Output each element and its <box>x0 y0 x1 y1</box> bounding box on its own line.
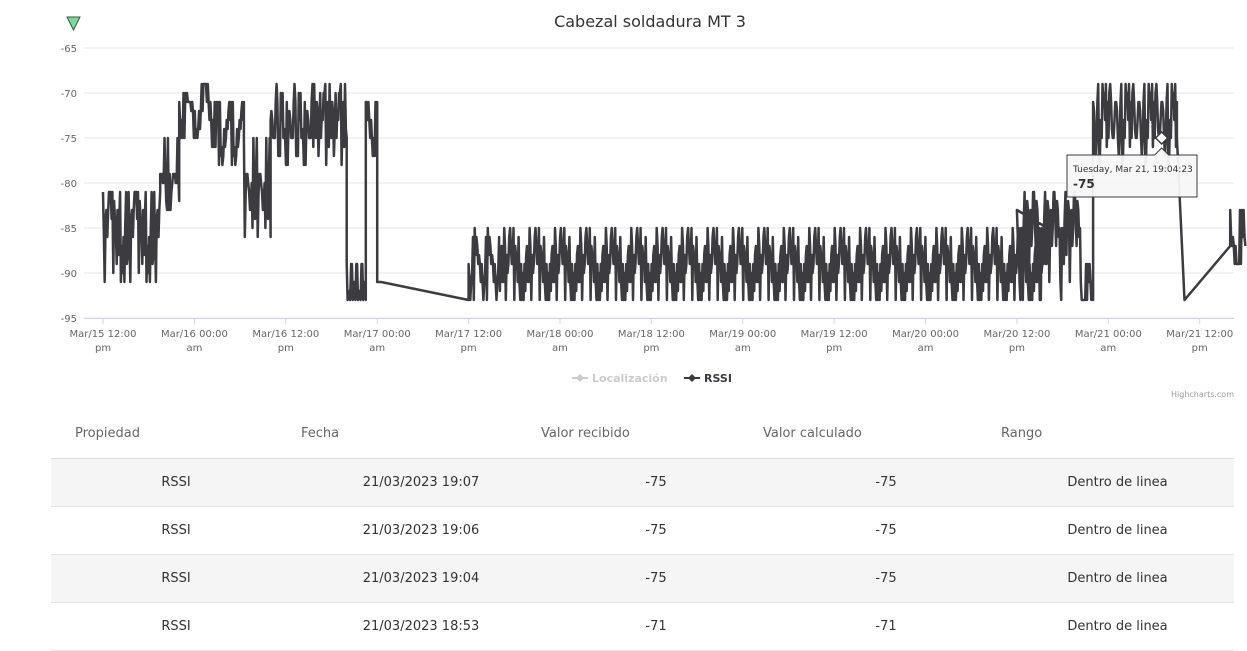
cell-valor-recibido: -71 <box>645 619 667 634</box>
legend-label: Localización <box>592 372 668 385</box>
cell-fecha: 21/03/2023 18:53 <box>362 619 480 634</box>
y-tick-label: -80 <box>61 179 77 190</box>
readings-table: Propiedad Fecha Valor recibido Valor cal… <box>51 408 1234 651</box>
header-rango[interactable]: Rango <box>1001 425 1043 441</box>
table-row: RSSI 21/03/2023 19:07 -75 -75 Dentro de … <box>51 459 1234 507</box>
x-tick-label: Mar/18 00:00 <box>527 329 594 340</box>
header-fecha[interactable]: Fecha <box>301 425 340 441</box>
x-tick-label-ampm: am <box>552 343 568 354</box>
legend-item-rssi[interactable]: RSSI <box>684 372 732 385</box>
legend[interactable]: Localización RSSI <box>572 372 732 385</box>
x-tick-label-ampm: pm <box>826 343 842 354</box>
cell-rango: Dentro de linea <box>1067 475 1168 490</box>
x-tick-label: Mar/20 00:00 <box>892 329 959 340</box>
cell-rango: Dentro de linea <box>1067 619 1168 634</box>
x-tick-label: Mar/19 00:00 <box>709 329 776 340</box>
x-tick-label: Mar/15 12:00 <box>70 329 137 340</box>
cell-propiedad: RSSI <box>161 619 191 634</box>
cell-rango: Dentro de linea <box>1067 571 1168 586</box>
credits-link[interactable]: Highcharts.com <box>1171 390 1234 399</box>
x-tick-label-ampm: am <box>186 343 202 354</box>
chart-title: Cabezal soldadura MT 3 <box>554 12 746 31</box>
x-tick-label: Mar/16 00:00 <box>161 329 228 340</box>
y-tick-label: -65 <box>61 44 77 55</box>
y-tick-label: -90 <box>61 269 77 280</box>
tooltip-box <box>1066 147 1198 198</box>
hover-marker <box>1154 130 1169 146</box>
cell-fecha: 21/03/2023 19:04 <box>362 571 480 586</box>
y-tick-label: -95 <box>61 314 77 325</box>
cell-propiedad: RSSI <box>161 523 191 538</box>
y-tick-label: -85 <box>61 224 77 235</box>
x-tick-label: Mar/21 12:00 <box>1166 329 1233 340</box>
cell-rango: Dentro de linea <box>1067 523 1168 538</box>
legend-diamond-symbol <box>688 374 696 382</box>
legend-item-localizacion[interactable]: Localización <box>572 372 668 385</box>
cell-propiedad: RSSI <box>161 475 191 490</box>
x-tick-label: Mar/18 12:00 <box>618 329 685 340</box>
cell-valor-calculado: -71 <box>875 619 897 634</box>
cell-fecha: 21/03/2023 19:06 <box>362 523 480 538</box>
header-valor-calculado[interactable]: Valor calculado <box>763 425 862 441</box>
x-tick-label: Mar/21 00:00 <box>1075 329 1142 340</box>
x-axis-ticks: Mar/15 12:00 pm Mar/16 00:00 am Mar/16 12:00… <box>70 318 1233 354</box>
cell-valor-recibido: -75 <box>645 475 667 490</box>
x-tick-label-ampm: am <box>369 343 385 354</box>
x-tick-label: Mar/17 00:00 <box>344 329 411 340</box>
x-tick-label-ampm: am <box>735 343 751 354</box>
y-axis-ticks: -65 -70 -75 -80 -85 -90 -95 <box>61 44 77 325</box>
x-tick-label: Mar/20 12:00 <box>983 329 1050 340</box>
x-tick-label-ampm: pm <box>643 343 659 354</box>
cell-valor-recibido: -75 <box>645 571 667 586</box>
y-tick-label: -75 <box>61 134 77 145</box>
cell-valor-recibido: -75 <box>645 523 667 538</box>
table-row: RSSI 21/03/2023 19:06 -75 -75 Dentro de … <box>51 507 1234 555</box>
x-tick-label-ampm: am <box>1100 343 1116 354</box>
x-tick-label-ampm: pm <box>1192 343 1208 354</box>
tooltip: Tuesday, Mar 21, 19:04:23 -75 <box>1066 130 1198 198</box>
x-tick-label-ampm: pm <box>95 343 111 354</box>
cell-valor-calculado: -75 <box>875 523 897 538</box>
table-row: RSSI 21/03/2023 19:04 -75 -75 Dentro de … <box>51 555 1234 603</box>
x-tick-label-ampm: am <box>918 343 934 354</box>
x-tick-label-ampm: pm <box>461 343 477 354</box>
tooltip-value: -75 <box>1073 177 1095 191</box>
legend-diamond-symbol <box>576 374 584 382</box>
table-header: Propiedad Fecha Valor recibido Valor cal… <box>51 408 1234 459</box>
table-row: RSSI 21/03/2023 18:53 -71 -71 Dentro de … <box>51 603 1234 651</box>
x-tick-label: Mar/16 12:00 <box>252 329 319 340</box>
x-tick-label-ampm: pm <box>278 343 294 354</box>
x-tick-label-ampm: pm <box>1009 343 1025 354</box>
legend-label: RSSI <box>704 372 732 385</box>
rssi-chart: Cabezal soldadura MT 3 -65 -70 -75 -80 -85 -9… <box>61 12 1247 399</box>
series-line-rssi[interactable] <box>101 82 1247 302</box>
cell-valor-calculado: -75 <box>875 571 897 586</box>
cell-valor-calculado: -75 <box>875 475 897 490</box>
triangle-down-icon <box>66 16 81 32</box>
header-propiedad[interactable]: Propiedad <box>75 425 140 441</box>
cell-fecha: 21/03/2023 19:07 <box>362 475 480 490</box>
tooltip-date: Tuesday, Mar 21, 19:04:23 <box>1072 165 1193 175</box>
x-tick-label: Mar/17 12:00 <box>435 329 502 340</box>
chart-menu-button[interactable] <box>66 16 81 32</box>
x-tick-label: Mar/19 12:00 <box>801 329 868 340</box>
cell-propiedad: RSSI <box>161 571 191 586</box>
series-rssi[interactable] <box>101 82 1247 302</box>
header-valor-recibido[interactable]: Valor recibido <box>541 425 630 441</box>
y-tick-label: -70 <box>61 89 77 100</box>
